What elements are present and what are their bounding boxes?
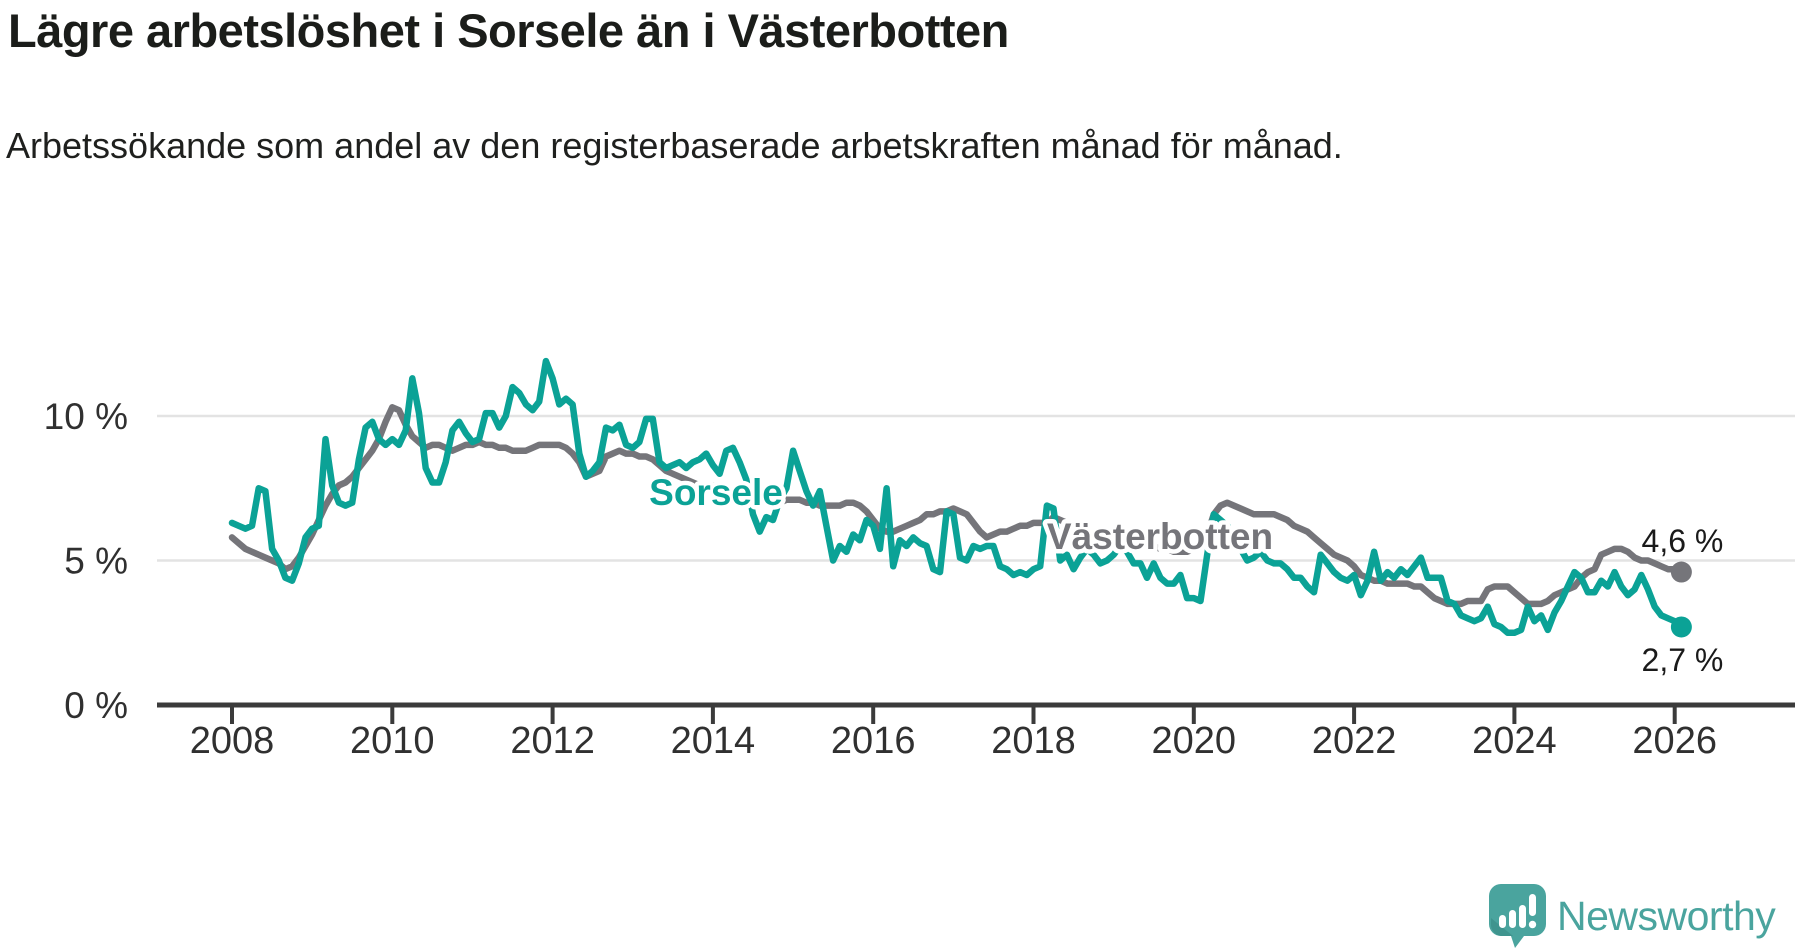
newsworthy-logo-text: Newsworthy xyxy=(1557,892,1776,939)
logo-bar-1 xyxy=(1499,915,1506,928)
x-axis-tick-label: 2022 xyxy=(1312,720,1397,762)
y-axis-tick-label: 5 % xyxy=(64,541,128,582)
endpoint-dot-västerbotten xyxy=(1670,561,1692,583)
series-inline-label-sorsele: Sorsele xyxy=(649,472,783,513)
newsworthy-logo-icon xyxy=(1489,884,1546,948)
series-inline-label-västerbotten: Västerbotten xyxy=(1047,516,1273,557)
end-value-label-västerbotten: 4,6 % xyxy=(1642,523,1724,559)
x-axis-tick-label: 2018 xyxy=(991,720,1076,762)
logo-bar-3 xyxy=(1519,905,1526,928)
logo-bar-2 xyxy=(1509,910,1516,928)
logo-exclamation-bar xyxy=(1529,894,1536,916)
x-axis-tick-label: 2020 xyxy=(1152,720,1237,762)
x-axis-tick-label: 2016 xyxy=(831,720,916,762)
chart-title: Lägre arbetslöshet i Sorsele än i Väster… xyxy=(8,4,1009,57)
chart-subtitle: Arbetssökande som andel av den registerb… xyxy=(6,125,1343,166)
endpoint-dot-sorsele xyxy=(1670,616,1692,638)
x-axis-tick-label: 2008 xyxy=(190,720,275,762)
end-value-label-sorsele: 2,7 % xyxy=(1642,642,1724,678)
x-axis-tick-label: 2026 xyxy=(1632,720,1717,762)
y-axis-tick-label: 0 % xyxy=(64,685,128,726)
x-axis-tick-label: 2010 xyxy=(350,720,435,762)
logo-exclamation-dot xyxy=(1528,920,1537,929)
x-axis-tick-label: 2012 xyxy=(510,720,595,762)
x-axis-tick-label: 2014 xyxy=(671,720,756,762)
x-axis-tick-label: 2024 xyxy=(1472,720,1557,762)
newsworthy-logo: Newsworthy xyxy=(1489,884,1776,948)
series-line-sorsele xyxy=(228,357,1685,637)
y-axis-tick-label: 10 % xyxy=(44,396,128,437)
